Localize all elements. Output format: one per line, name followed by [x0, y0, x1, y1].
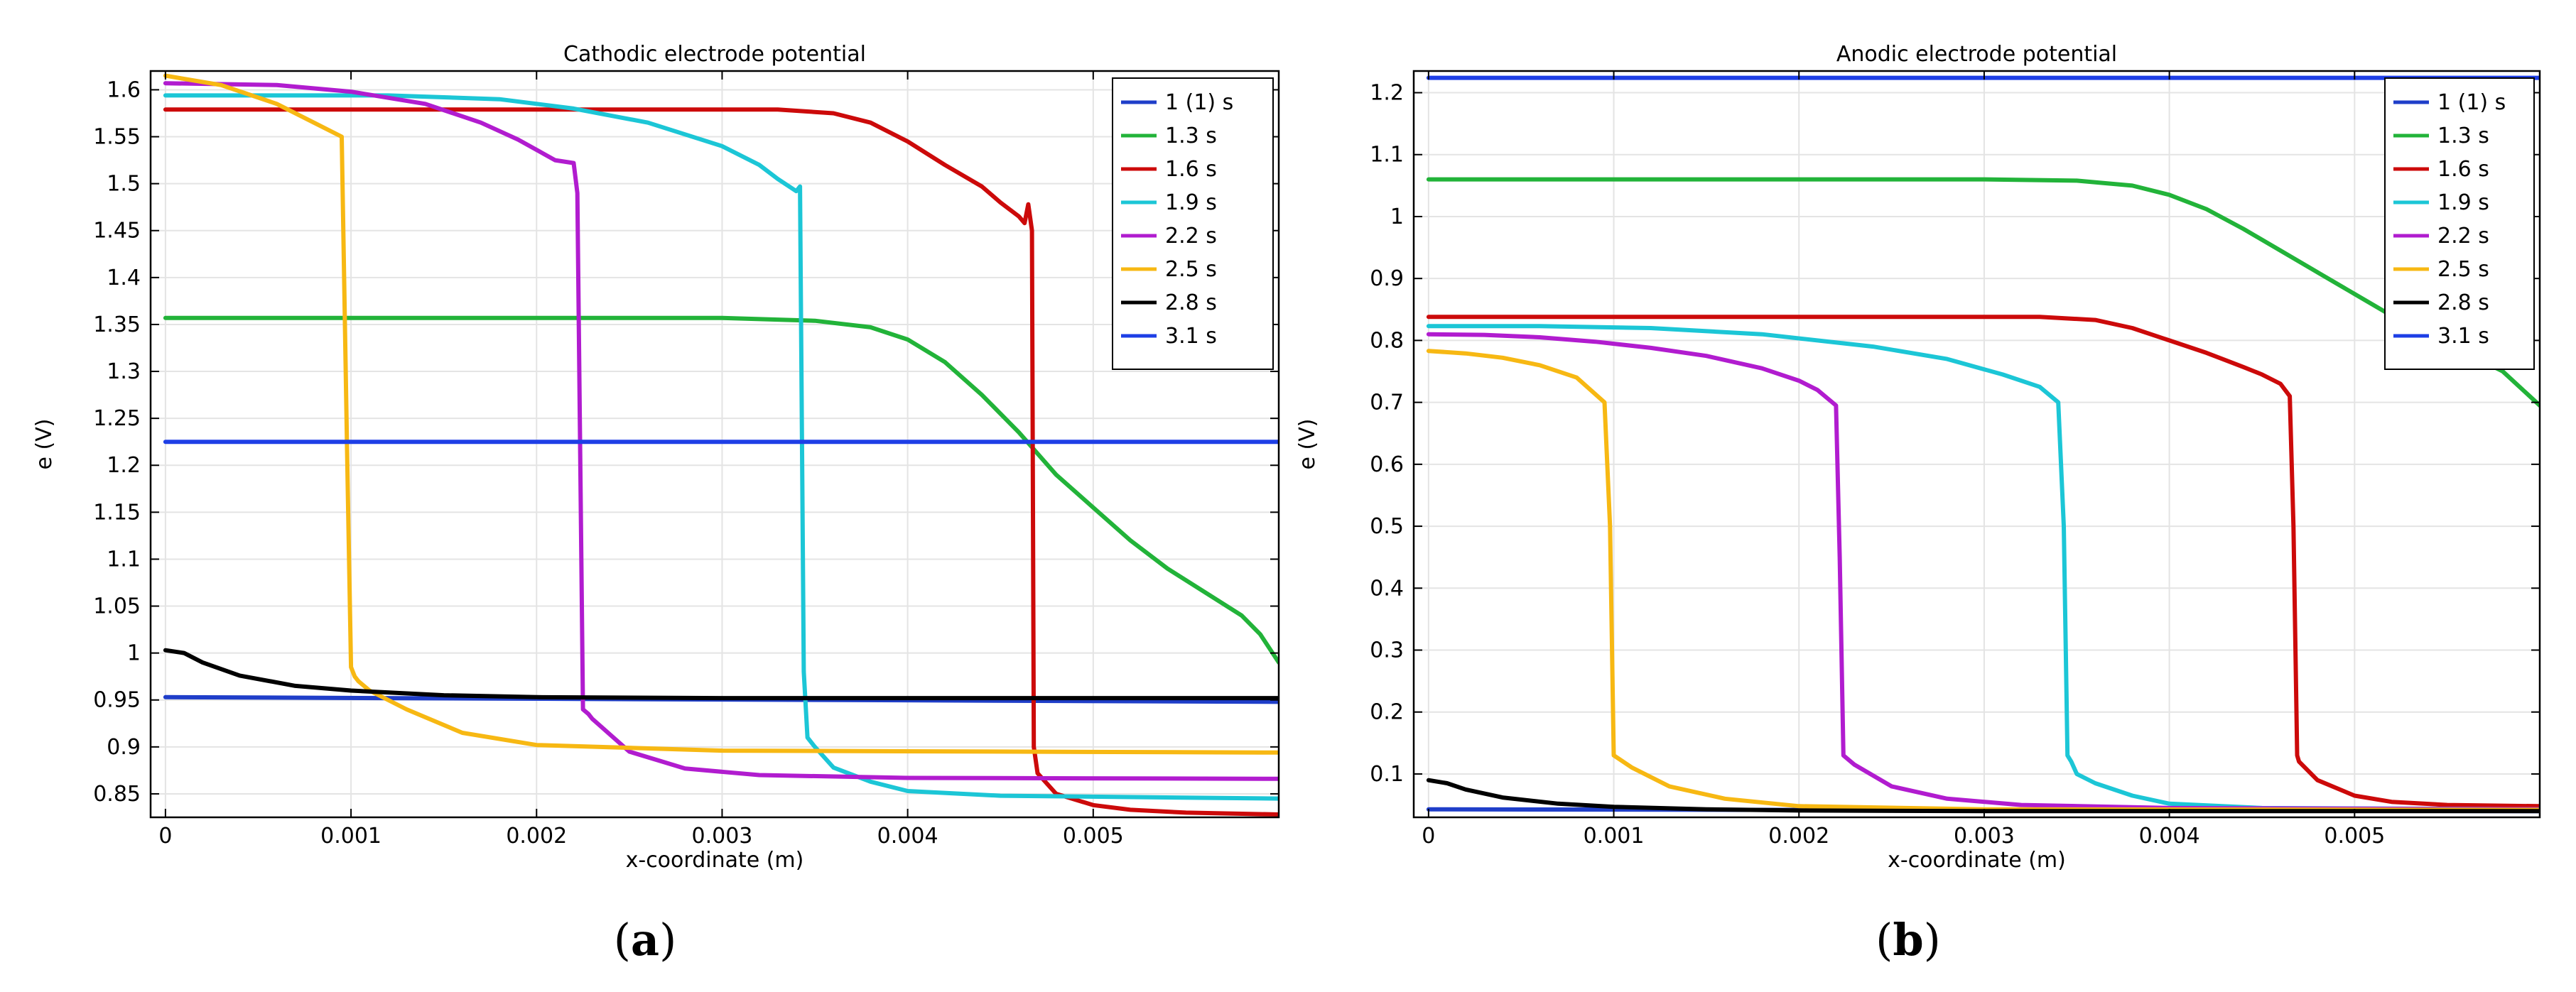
y-tick-label: 0.5: [1370, 514, 1404, 539]
y-tick-label: 1.25: [93, 406, 141, 431]
figure: Cathodic electrode potential 0 0.001 0.002 0…: [0, 0, 2576, 992]
y-tick-label: 1.45: [93, 219, 141, 244]
x-tick-label: 0.004: [877, 824, 938, 849]
panel-caption: (b): [1876, 914, 1941, 966]
y-tick-label: 1.3: [107, 359, 141, 384]
y-tick-label: 1.6: [107, 77, 141, 102]
x-axis-label: x-coordinate (m): [1888, 848, 2066, 873]
y-tick-label: 0.8: [1370, 328, 1404, 353]
chart-title: Cathodic electrode potential: [563, 42, 866, 67]
panel-b: Anodic electrode potential 0 0.001 0.002 0.0…: [1295, 42, 2540, 966]
x-tick-label: 0.005: [1063, 824, 1124, 849]
x-tick-label: 0.001: [1584, 824, 1645, 849]
x-tick-label: 0.003: [692, 824, 753, 849]
y-axis-label: e (V): [1295, 419, 1320, 470]
y-tick-label: 1.1: [107, 547, 141, 572]
legend-label-2-5-s: 2.5 s: [2437, 257, 2489, 282]
y-tick-label: 1: [1390, 205, 1404, 229]
y-tick-label: 1.15: [93, 500, 141, 525]
x-tick-label: 0.002: [1768, 824, 1829, 849]
legend-label-2-2-s: 2.2 s: [1165, 224, 1217, 249]
chart-title: Anodic electrode potential: [1836, 42, 2117, 67]
x-tick-label: 0: [1422, 824, 1435, 849]
legend-label-2-8-s: 2.8 s: [1165, 290, 1217, 315]
legend-label-1-1-s: 1 (1) s: [2437, 90, 2506, 115]
y-tick-label: 0.1: [1370, 762, 1404, 787]
legend-label-1-3-s: 1.3 s: [1165, 124, 1217, 148]
legend-label-2-5-s: 2.5 s: [1165, 257, 1217, 282]
legend-label-1-6-s: 1.6 s: [2437, 157, 2489, 182]
y-tick-label: 1.35: [93, 312, 141, 337]
gridlines: [151, 71, 1279, 817]
y-tick-label: 0.7: [1370, 391, 1404, 415]
legend-label-2-8-s: 2.8 s: [2437, 290, 2489, 315]
y-axis-label: e (V): [32, 419, 57, 470]
y-tick-label: 0.9: [107, 735, 141, 760]
y-tick-label: 0.3: [1370, 638, 1404, 663]
legend-label-2-2-s: 2.2 s: [2437, 224, 2489, 249]
panel-a: Cathodic electrode potential 0 0.001 0.002 0…: [32, 42, 1279, 966]
x-tick-label: 0.002: [506, 824, 567, 849]
x-tick-label: 0.003: [1954, 824, 2015, 849]
gridlines: [1414, 71, 2540, 817]
legend-label-1-6-s: 1.6 s: [1165, 157, 1217, 182]
legend-label-3-1-s: 3.1 s: [1165, 324, 1217, 349]
y-tick-label: 1.05: [93, 594, 141, 619]
y-tick-label: 1.2: [107, 453, 141, 478]
legend-label-1-9-s: 1.9 s: [2437, 190, 2489, 215]
x-tick-label: 0: [158, 824, 172, 849]
y-tick-label: 0.6: [1370, 452, 1404, 477]
legend: 1 (1) s 1.3 s 1.6 s 1.9 s 2.2 s 2.5 s 2.8 s 3.1…: [1113, 78, 1273, 369]
y-tick-label: 1: [127, 641, 141, 666]
y-tick-label: 0.2: [1370, 700, 1404, 725]
x-tick-label: 0.004: [2139, 824, 2200, 849]
x-tick-label: 0.001: [320, 824, 381, 849]
panel-caption: (a): [614, 914, 677, 966]
y-tick-label: 1.55: [93, 125, 141, 150]
legend-label-1-3-s: 1.3 s: [2437, 124, 2489, 148]
plot-frame: [1414, 71, 2540, 817]
y-tick-label: 0.95: [93, 688, 141, 713]
y-tick-label: 1.1: [1370, 143, 1404, 168]
x-axis-label: x-coordinate (m): [626, 848, 804, 873]
legend-label-1-1-s: 1 (1) s: [1165, 90, 1233, 115]
x-tick-label: 0.005: [2324, 824, 2385, 849]
y-tick-label: 1.4: [107, 266, 141, 290]
y-tick-label: 1.2: [1370, 81, 1404, 106]
legend-label-3-1-s: 3.1 s: [2437, 324, 2489, 349]
legend-label-1-9-s: 1.9 s: [1165, 190, 1217, 215]
y-tick-label: 0.4: [1370, 576, 1404, 601]
y-tick-label: 1.5: [107, 172, 141, 197]
y-tick-label: 0.9: [1370, 266, 1404, 291]
y-tick-label: 0.85: [93, 782, 141, 807]
legend: 1 (1) s 1.3 s 1.6 s 1.9 s 2.2 s 2.5 s 2.8 s 3.1…: [2385, 78, 2534, 369]
